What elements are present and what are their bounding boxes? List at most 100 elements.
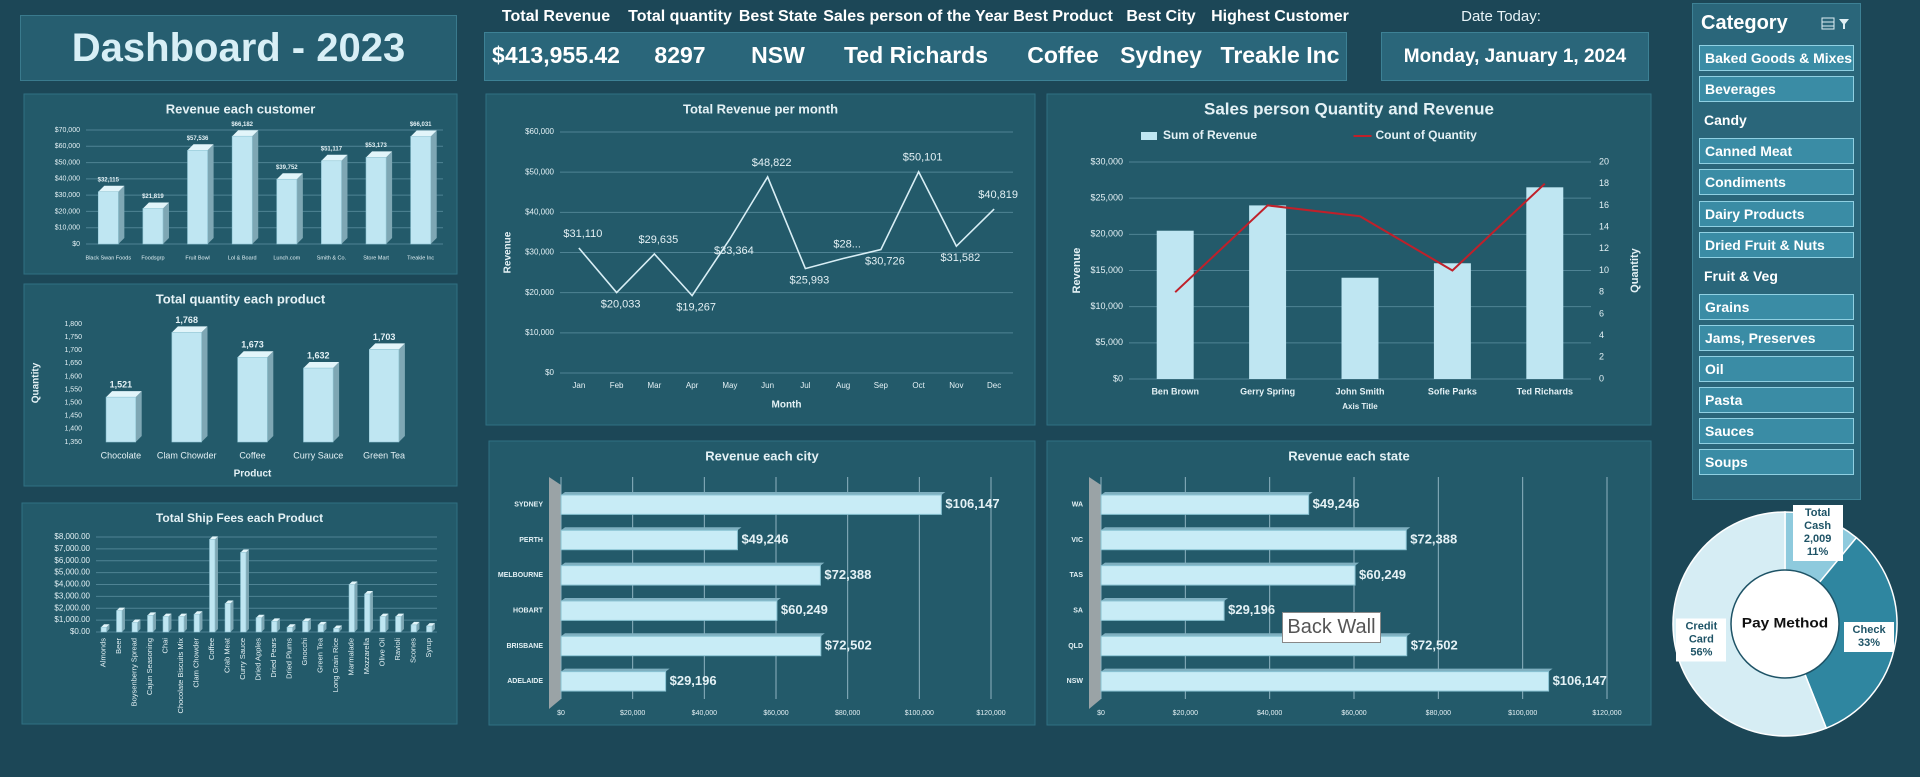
x-axis-label: Axis Title: [1342, 402, 1378, 411]
bar-depth: [168, 613, 172, 632]
bar: [1100, 494, 1310, 515]
bar-depth: [106, 624, 110, 632]
data-label: $31,110: [563, 228, 602, 240]
multi-select-icon[interactable]: [1821, 17, 1835, 30]
slicer-item[interactable]: Beverages: [1699, 76, 1854, 103]
y-tick-label: $20,000: [1090, 229, 1123, 239]
x-tick-label: $120,000: [1592, 710, 1621, 717]
slicer-item[interactable]: Dairy Products: [1699, 200, 1854, 227]
y-tick-label: $4,000.00: [54, 580, 90, 589]
x-tick-label: Chocolate: [101, 450, 142, 460]
bar: [100, 626, 107, 633]
y-tick-label: 1,800: [64, 321, 82, 328]
slicer-icons: [1821, 17, 1849, 30]
y-tick-label: $1,000.00: [54, 615, 90, 624]
slicer-item[interactable]: Soups: [1699, 449, 1854, 476]
data-label: $29,196: [1228, 602, 1275, 617]
x-tick-label: Ben Brown: [1151, 386, 1199, 396]
y-axis-label: Revenue: [1071, 248, 1083, 294]
x-tick-label: $60,000: [1341, 710, 1366, 717]
pie-label-name: Check: [1852, 624, 1886, 637]
x-tick-label: $100,000: [1508, 710, 1537, 717]
bar-depth: [163, 613, 172, 617]
bar: [105, 396, 137, 443]
bar: [224, 603, 231, 633]
x-tick-label: Nov: [949, 381, 963, 390]
date-label: Date Today:: [1461, 8, 1541, 25]
bar: [187, 149, 208, 245]
bar-depth: [1101, 527, 1411, 531]
y-tick-label: $10,000: [1090, 301, 1123, 311]
slicer-item[interactable]: Oil: [1699, 356, 1854, 382]
bar-depth: [135, 391, 142, 442]
slicer-item[interactable]: Grains: [1699, 293, 1854, 320]
slicer-item[interactable]: Baked Goods & Mixes: [1699, 45, 1854, 71]
data-label: $49,246: [1313, 496, 1360, 511]
bar-depth: [430, 130, 437, 244]
bar-depth: [416, 621, 420, 632]
y-tick-label: VIC: [1071, 537, 1083, 544]
x-tick-label: $80,000: [835, 710, 860, 717]
bar: [1341, 277, 1379, 379]
bar-depth: [426, 623, 435, 627]
slicer-item[interactable]: Candy: [1704, 112, 1747, 129]
bar: [271, 621, 278, 633]
bar: [560, 565, 821, 586]
y-tick-label: $30,000: [525, 248, 554, 257]
x-tick-label: Clam Chowder: [157, 450, 217, 460]
y-tick-label: 16: [1599, 200, 1609, 210]
data-label: $32,115: [98, 177, 120, 183]
bar: [410, 136, 432, 245]
slicer-item[interactable]: Pasta: [1699, 387, 1854, 414]
y-tick-label: $3,000.00: [54, 591, 90, 600]
bar-depth: [338, 625, 342, 632]
slicer-item[interactable]: Dried Fruit & Nuts: [1699, 231, 1854, 258]
data-label: $72,502: [825, 637, 872, 652]
slicer-item[interactable]: Condiments: [1699, 169, 1854, 196]
bar: [1100, 529, 1407, 551]
bar-depth: [307, 618, 311, 632]
y-tick-label: $15,000: [1090, 265, 1123, 275]
x-tick-label: Feb: [610, 381, 624, 390]
x-tick-label: Dried Apples: [254, 638, 263, 681]
bar-depth: [400, 613, 404, 632]
x-tick-label: Chocolate Biscuits Mix: [176, 638, 185, 714]
x-tick-label: Fruit Bowl: [185, 255, 209, 261]
slicer-item[interactable]: Sauces: [1699, 418, 1854, 445]
bar-depth: [1101, 668, 1553, 672]
clear-filter-icon[interactable]: [1839, 19, 1849, 29]
x-tick-label: May: [722, 381, 737, 390]
x-tick-label: Aug: [836, 381, 850, 390]
x-tick-label: Apr: [686, 381, 699, 390]
bar-depth: [256, 614, 265, 618]
bar-depth: [561, 491, 946, 495]
bar-depth: [354, 581, 358, 632]
bar-depth: [561, 562, 825, 566]
slicer-item[interactable]: Jams, Preserves: [1699, 324, 1854, 351]
data-label: $57,536: [187, 136, 209, 142]
bar-depth: [333, 625, 342, 629]
bar: [147, 615, 154, 633]
bar: [317, 624, 324, 633]
slicer-item[interactable]: Fruit & Veg: [1704, 267, 1778, 284]
x-tick-label: Almonds: [99, 638, 108, 667]
bar-depth: [207, 144, 214, 244]
kpi-label: Total quantity: [628, 8, 732, 25]
y-axis-label: Revenue: [503, 231, 514, 273]
y-tick-label: WA: [1072, 502, 1083, 509]
chart-title: Revenue each city: [705, 448, 819, 463]
data-label: 1,703: [373, 332, 396, 342]
bar: [237, 357, 268, 443]
x-tick-label: Clam Chowder: [192, 638, 201, 688]
bar-depth: [230, 600, 234, 632]
y-axis-label: Quantity: [31, 362, 42, 403]
y-tick-label: $0: [72, 241, 80, 248]
bar-depth: [245, 549, 249, 632]
y-tick-label: $30,000: [55, 192, 80, 199]
slicer-item[interactable]: Canned Meat: [1699, 138, 1854, 165]
y-tick-label: $60,000: [55, 143, 80, 150]
kpi-value: NSW: [751, 42, 805, 68]
x-tick-label: Boysenberry Spread: [130, 638, 139, 706]
y-tick-label: 1,650: [64, 360, 82, 367]
bar-depth: [333, 362, 340, 442]
